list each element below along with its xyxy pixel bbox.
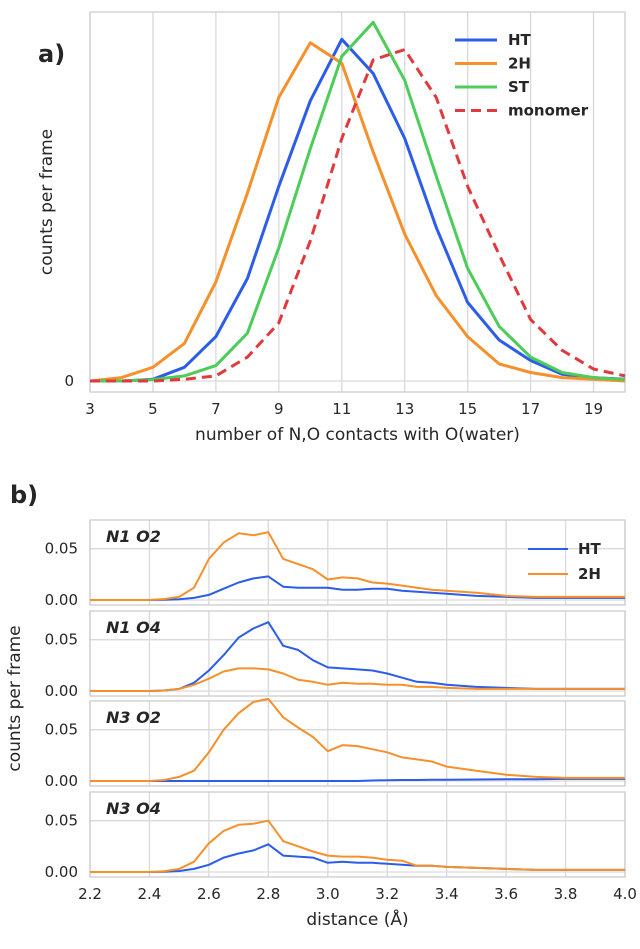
subplot-n1-o4: 0.00 0.05 N1 O4 — [45, 610, 626, 700]
x-tick-label: 11 — [332, 400, 351, 418]
series-line-ht — [90, 621, 625, 692]
y-tick-label: 0.05 — [45, 812, 78, 830]
panel-a-x-axis-label: number of N,O contacts with O(water) — [195, 425, 520, 445]
series-line-ht — [90, 777, 625, 782]
x-tick-label: 3 — [85, 400, 95, 418]
subplot-n1-o2: 0.00 0.05 N1 O2 — [45, 519, 626, 609]
panel-a-legend: HT 2H ST monomer — [455, 31, 589, 120]
x-tick-label: 19 — [584, 400, 603, 418]
x-tick-label: 3.8 — [554, 885, 578, 903]
panel-b-legend: HT 2H — [528, 540, 602, 583]
subplot-frame — [89, 791, 626, 878]
subplot-frame — [89, 610, 626, 697]
x-tick-label: 3.4 — [435, 885, 459, 903]
panel-a-y-axis-label: counts per frame — [37, 129, 57, 275]
y-tick-label: 0.05 — [45, 721, 78, 739]
series-line-ht — [90, 37, 626, 383]
legend-label-ht: HT — [578, 540, 602, 558]
legend-label-2h: 2H — [508, 55, 531, 73]
panel-b: b) 0.00 0.05 N1 O2 0.00 0.05 N1 O4 0.00 0.05 N3 … — [5, 481, 637, 930]
panel-b-x-axis-label: distance (Å) — [306, 908, 408, 930]
panel-b-y-axis-label: counts per frame — [5, 625, 25, 771]
series-line-2h — [90, 531, 625, 601]
subplot-frame — [89, 519, 626, 606]
legend-label-2h: 2H — [578, 565, 601, 583]
subplot-n3-o2: 0.00 0.05 N3 O2 — [45, 697, 626, 790]
x-tick-label: 2.2 — [78, 885, 102, 903]
subplot-frame — [89, 700, 626, 787]
x-tick-label: 2.6 — [197, 885, 221, 903]
x-tick-label: 13 — [395, 400, 414, 418]
panel-a-grid — [89, 12, 625, 392]
series-line-2h — [90, 819, 625, 873]
subplot-title: N1 O4 — [106, 618, 161, 637]
panel-b-label: b) — [10, 481, 38, 509]
x-tick-label: 9 — [274, 400, 284, 418]
subplot-title: N3 O2 — [106, 708, 161, 727]
panel-a-lines — [89, 20, 626, 383]
x-tick-label: 4.0 — [613, 885, 637, 903]
series-line-st — [90, 20, 626, 383]
panel-a: a) 3 5 7 9 11 13 15 17 19 0 number of N,O contact… — [37, 11, 626, 445]
series-line-2h — [90, 697, 625, 782]
panel-b-x-ticks: 2.2 2.4 2.6 2.8 3.0 3.2 3.4 3.6 3.8 4.0 — [78, 885, 637, 903]
legend-label-monomer: monomer — [508, 102, 589, 120]
panel-a-ticks: 3 5 7 9 11 13 15 17 19 0 — [64, 372, 603, 418]
x-tick-label: 2.4 — [138, 885, 162, 903]
x-tick-label: 7 — [211, 400, 221, 418]
x-tick-label: 3.0 — [316, 885, 340, 903]
y-tick-label: 0.00 — [45, 863, 78, 881]
y-tick-label: 0.00 — [45, 591, 78, 609]
x-tick-label: 15 — [458, 400, 477, 418]
series-line-ht — [90, 575, 625, 601]
subplot-n3-o4: 0.00 0.05 N3 O4 — [45, 791, 626, 881]
panel-a-frame — [89, 11, 626, 393]
x-tick-label: 17 — [521, 400, 540, 418]
series-line-ht — [90, 843, 625, 873]
x-tick-label: 2.8 — [256, 885, 280, 903]
panel-a-label: a) — [38, 40, 65, 68]
legend-label-ht: HT — [508, 31, 532, 49]
y-tick-label: 0.00 — [45, 772, 78, 790]
y-tick-label: 0.05 — [45, 631, 78, 649]
subplot-title: N1 O2 — [106, 527, 161, 546]
legend-label-st: ST — [508, 78, 530, 96]
x-tick-label: 3.2 — [375, 885, 399, 903]
x-tick-label: 5 — [148, 400, 158, 418]
series-line-2h — [89, 41, 626, 383]
y-tick-label: 0.05 — [45, 540, 78, 558]
y-tick-label: 0.00 — [45, 682, 78, 700]
x-tick-label: 3.6 — [494, 885, 518, 903]
series-line-2h — [90, 667, 625, 692]
y-tick-label: 0 — [64, 372, 74, 390]
series-line-monomer — [90, 48, 626, 383]
subplot-title: N3 O4 — [106, 799, 161, 818]
